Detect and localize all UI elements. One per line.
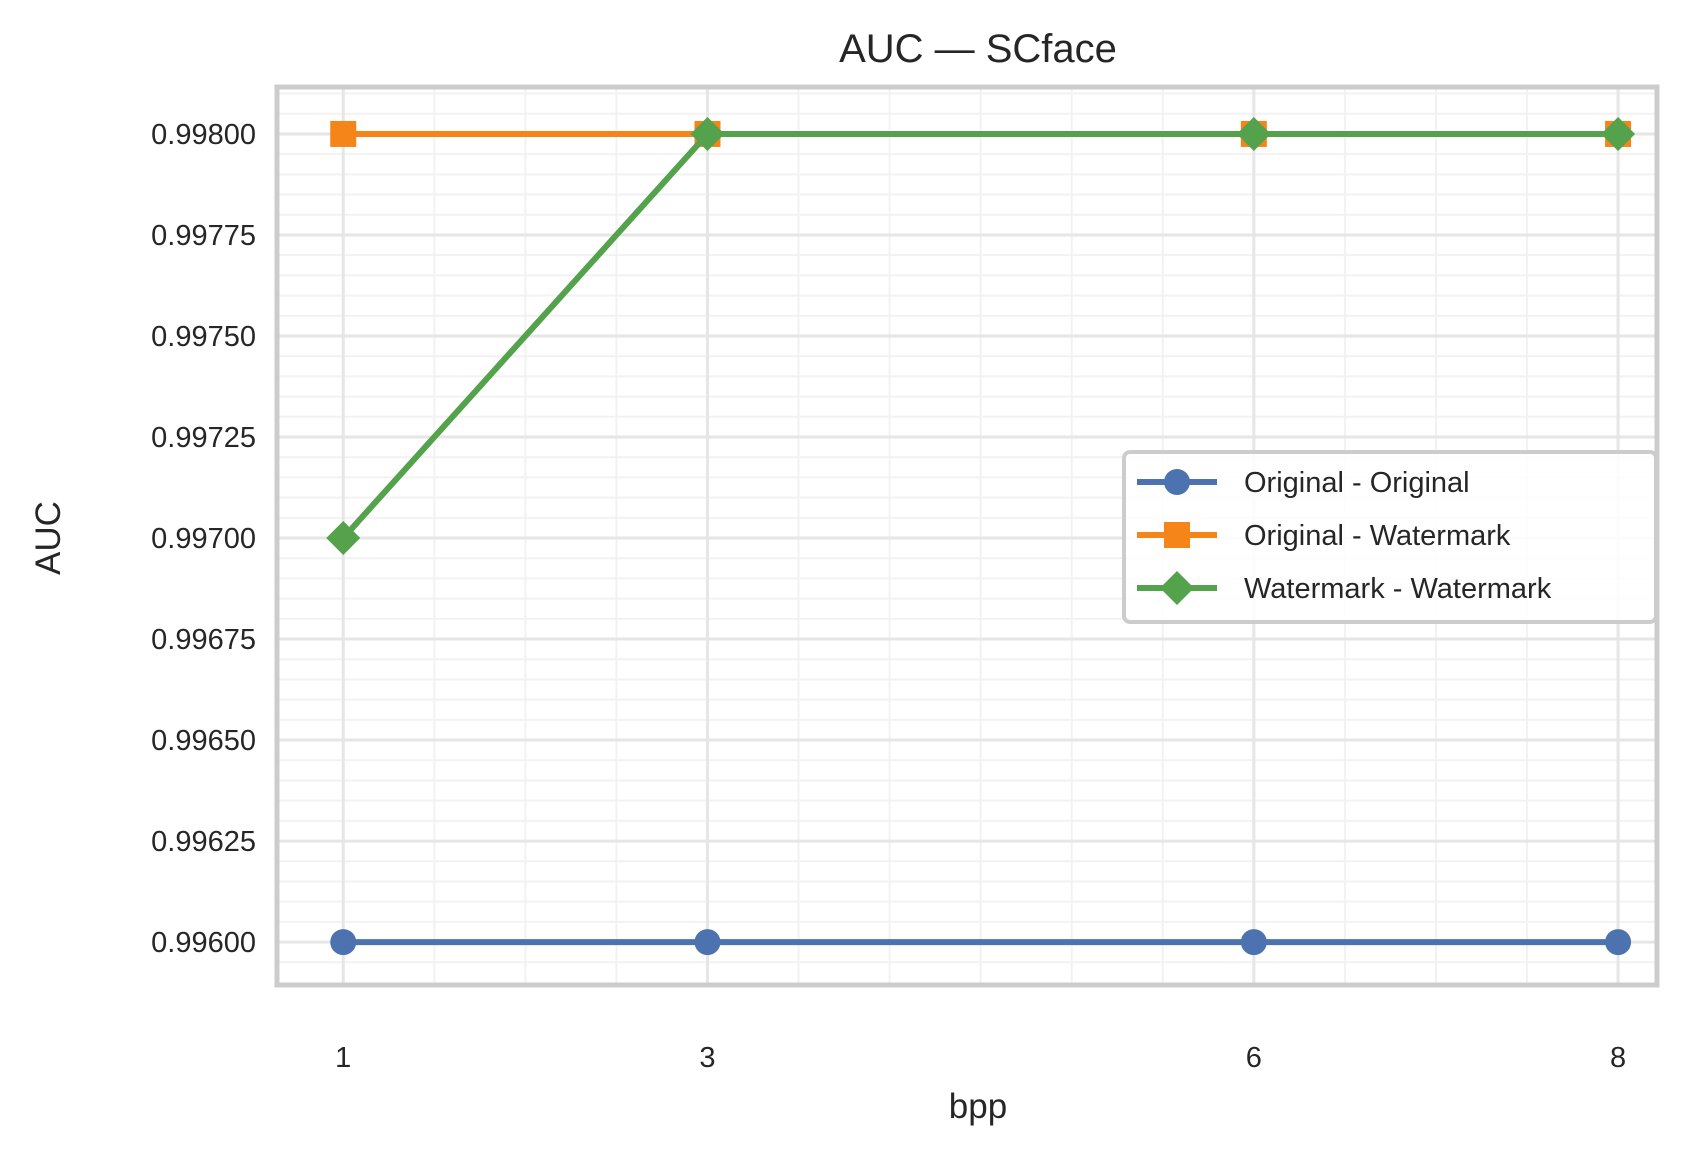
- y-tick-label: 0.99775: [151, 220, 256, 252]
- x-tick-label: 8: [1610, 1042, 1626, 1074]
- y-tick-label: 0.99700: [151, 523, 256, 555]
- legend: Original - Original Original - Watermark W…: [1122, 450, 1658, 624]
- legend-entry: Original - Original: [1137, 467, 1470, 499]
- y-tick-label: 0.99600: [151, 927, 256, 959]
- data-point: [1240, 929, 1267, 956]
- legend-box: [1122, 450, 1658, 624]
- x-axis-ticks: 1 3 6 8: [335, 1042, 1626, 1074]
- data-point: [326, 521, 361, 556]
- series-watermark-watermark: [326, 116, 1636, 556]
- data-point: [1605, 929, 1632, 956]
- legend-label: Original - Original: [1244, 467, 1470, 499]
- x-tick-label: 3: [699, 1042, 715, 1074]
- y-tick-label: 0.99625: [151, 826, 256, 858]
- data-point: [1236, 116, 1271, 151]
- x-axis-label: bpp: [949, 1087, 1007, 1126]
- data-point: [690, 116, 725, 151]
- x-tick-label: 1: [335, 1042, 351, 1074]
- legend-entry: Watermark - Watermark: [1137, 571, 1552, 605]
- y-tick-label: 0.99725: [151, 422, 256, 454]
- legend-marker: [1160, 571, 1194, 605]
- y-tick-label: 0.99675: [151, 624, 256, 656]
- legend-marker: [1164, 522, 1190, 548]
- chart-title: AUC — SCface: [839, 27, 1117, 71]
- legend-label: Watermark - Watermark: [1244, 573, 1552, 605]
- legend-label: Original - Watermark: [1244, 520, 1511, 552]
- legend-entry: Original - Watermark: [1137, 520, 1511, 552]
- series-line: [341, 130, 1619, 541]
- data-point: [694, 929, 721, 956]
- series-lines: [326, 116, 1636, 956]
- y-axis-ticks: 0.99600 0.99625 0.99650 0.99675 0.99700 0.997…: [151, 119, 256, 959]
- series-original-original: [330, 929, 1632, 956]
- y-axis-label: AUC: [29, 501, 68, 575]
- y-tick-label: 0.99750: [151, 321, 256, 353]
- legend-marker: [1164, 469, 1190, 495]
- data-point: [330, 120, 357, 147]
- data-point: [330, 929, 357, 956]
- x-tick-label: 6: [1246, 1042, 1262, 1074]
- y-tick-label: 0.99800: [151, 119, 256, 151]
- data-point: [1601, 116, 1636, 151]
- y-tick-label: 0.99650: [151, 725, 256, 757]
